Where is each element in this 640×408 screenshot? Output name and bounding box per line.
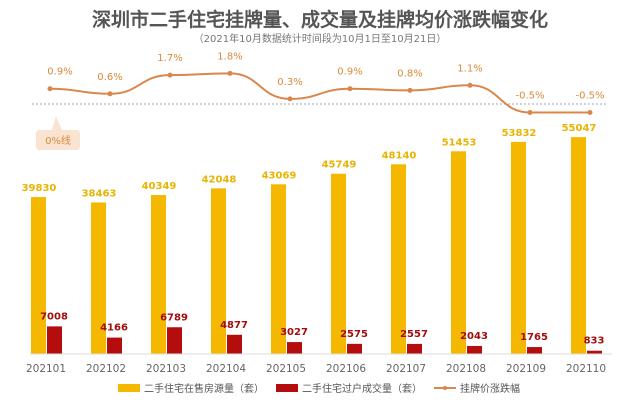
chart-title: 深圳市二手住宅挂牌量、成交量及挂牌均价涨跌幅变化 <box>92 8 548 31</box>
bar-listings <box>391 164 406 354</box>
line-label: 0.8% <box>397 68 422 79</box>
line-label: 0.6% <box>97 72 122 83</box>
line-label: 0.9% <box>47 67 72 78</box>
x-tick-label: 202101 <box>26 363 66 375</box>
line-point <box>227 70 233 76</box>
x-tick-label: 202103 <box>146 363 186 375</box>
bar-transactions <box>287 342 302 354</box>
legend-label-listings: 二手住宅在售房源量（套） <box>144 382 264 395</box>
line-point <box>407 87 413 93</box>
x-tick-label: 202108 <box>446 363 486 375</box>
legend-label-price-change: 挂牌价涨跌幅 <box>460 382 520 395</box>
data-label-transactions: 2557 <box>400 329 428 340</box>
x-tick-label: 202105 <box>266 363 306 375</box>
bar-listings <box>571 137 586 354</box>
data-label-listings: 48140 <box>382 150 417 161</box>
bar-transactions <box>227 334 242 354</box>
chart-subtitle: （2021年10月数据统计时间段为10月1日至10月21日） <box>194 32 447 45</box>
x-tick-label: 202107 <box>386 363 426 375</box>
data-label-transactions: 3027 <box>280 327 308 338</box>
line-point <box>587 110 593 115</box>
data-label-listings: 55047 <box>562 123 597 134</box>
line-label: -0.5% <box>515 91 544 102</box>
data-label-transactions: 4877 <box>220 320 248 331</box>
bar-listings <box>31 197 46 354</box>
x-tick-label: 202106 <box>326 363 366 375</box>
legend-label-transactions: 二手住宅过户成交量（套） <box>302 382 422 395</box>
legend-swatch-listings <box>118 384 140 392</box>
data-label-listings: 40349 <box>142 181 177 192</box>
line-series <box>49 72 590 114</box>
data-label-transactions: 1765 <box>520 332 548 343</box>
bar-listings <box>211 188 226 354</box>
line-point <box>167 72 173 78</box>
bar-transactions <box>347 343 362 354</box>
bar-listings <box>511 141 526 354</box>
zero-line-label: 0%线 <box>36 116 80 150</box>
data-label-listings: 38463 <box>82 188 117 199</box>
data-label-transactions: 2043 <box>460 331 488 342</box>
data-label-listings: 43069 <box>262 170 297 181</box>
line-label: 1.7% <box>157 53 182 64</box>
line-point <box>287 96 293 102</box>
line-point <box>107 91 113 97</box>
bar-transactions <box>587 350 602 354</box>
line-label: 1.1% <box>457 63 482 74</box>
data-label-transactions: 833 <box>584 336 605 347</box>
data-label-transactions: 4166 <box>100 323 128 334</box>
line-label: -0.5% <box>575 91 604 102</box>
data-label-listings: 53832 <box>502 128 537 139</box>
x-tick-label: 202109 <box>506 363 546 375</box>
bar-transactions <box>527 347 542 354</box>
line-point <box>47 86 53 92</box>
data-label-transactions: 7008 <box>40 311 68 322</box>
data-label-listings: 51453 <box>442 137 477 148</box>
bar-listings <box>451 151 466 354</box>
data-label-transactions: 6789 <box>160 312 188 323</box>
bar-listings <box>331 173 346 354</box>
legend-swatch-transactions <box>276 384 298 392</box>
data-label-transactions: 2575 <box>340 329 368 340</box>
bar-listings <box>151 195 166 354</box>
x-tick-label: 202102 <box>86 363 126 375</box>
line-point <box>347 86 353 92</box>
bar-transactions <box>407 343 422 354</box>
line-point <box>527 110 533 115</box>
data-label-listings: 39830 <box>22 183 57 194</box>
data-label-listings: 42048 <box>202 174 237 185</box>
bar-transactions <box>107 337 122 354</box>
bar-transactions <box>47 326 62 354</box>
bar-transactions <box>167 327 182 354</box>
data-label-listings: 45749 <box>322 160 357 171</box>
svg-text:0%线: 0%线 <box>45 134 71 147</box>
x-tick-label: 202110 <box>566 363 606 375</box>
line-label: 0.3% <box>277 77 302 88</box>
bar-listings <box>91 202 106 354</box>
line-label: 1.8% <box>217 51 242 62</box>
line-label: 0.9% <box>337 67 362 78</box>
x-tick-label: 202104 <box>206 363 246 375</box>
bar-listings <box>271 184 286 354</box>
bar-transactions <box>467 345 482 354</box>
line-point <box>467 82 473 88</box>
